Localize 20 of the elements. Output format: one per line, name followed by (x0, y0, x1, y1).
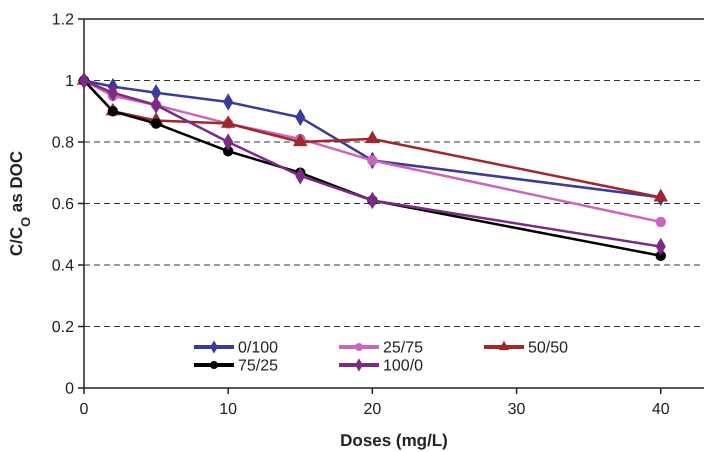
y-tick-label: 0.6 (52, 196, 74, 214)
legend-label: 50/50 (528, 340, 568, 357)
x-axis-title: Doses (mg/L) (340, 431, 448, 450)
legend-label: 0/100 (238, 340, 278, 357)
legend-label: 25/75 (383, 340, 424, 357)
x-tick-label: 40 (652, 401, 670, 418)
legend-label: 75/25 (238, 358, 278, 375)
y-tick-label: 1 (65, 73, 74, 90)
y-tick-label: 0 (65, 380, 74, 398)
legend-label: 100/0 (383, 358, 424, 375)
y-tick-label: 0.4 (52, 258, 74, 275)
point (656, 216, 666, 228)
x-tick-label: 0 (80, 401, 89, 418)
y-tick-label: 1.2 (52, 12, 74, 29)
x-tick-label: 10 (219, 401, 238, 418)
point (367, 155, 378, 166)
y-tick-label: 0.2 (52, 319, 74, 336)
x-tick-label: 20 (363, 401, 382, 418)
x-tick-label: 30 (508, 401, 526, 418)
y-tick-label: 0.8 (52, 134, 74, 152)
